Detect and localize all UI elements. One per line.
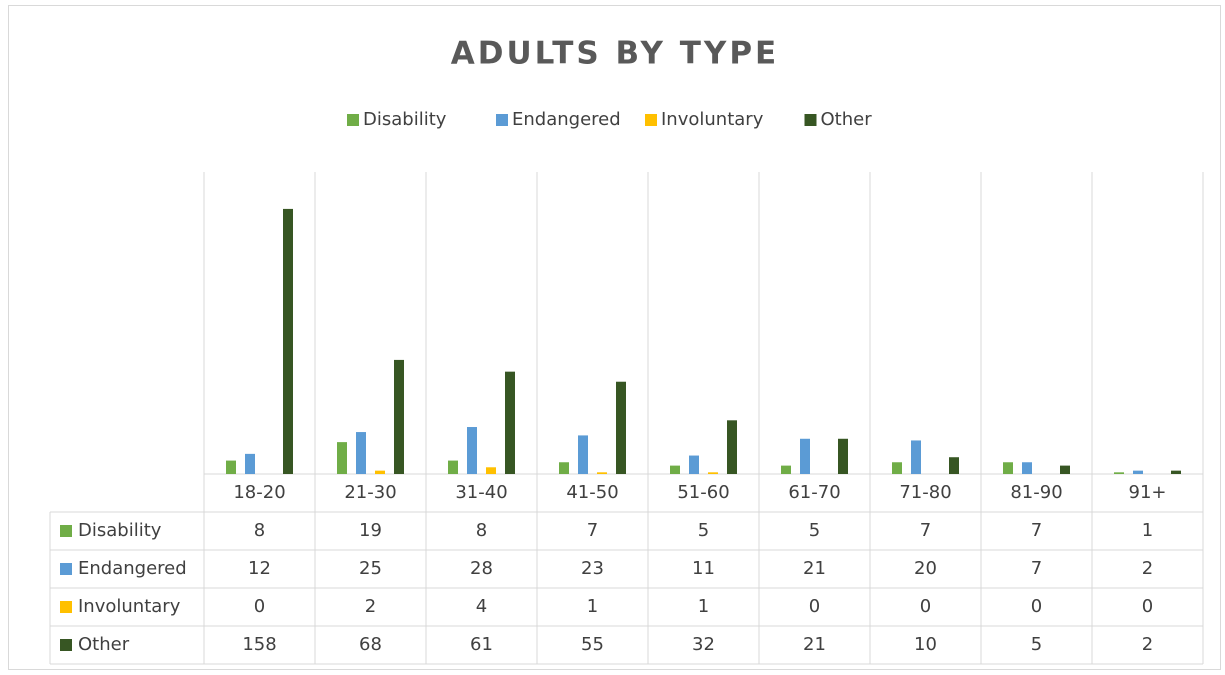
- x-tick-label: 71-80: [899, 482, 951, 503]
- table-value: 1: [587, 596, 598, 617]
- table-value: 23: [581, 558, 604, 579]
- table-value: 5: [809, 520, 820, 541]
- bar: [616, 381, 626, 474]
- x-tick-label: 31-40: [455, 482, 507, 503]
- bar: [670, 465, 680, 474]
- table-legend-key: [60, 601, 72, 613]
- table-value: 7: [587, 520, 598, 541]
- legend-swatch: [645, 114, 657, 126]
- bar: [1003, 462, 1013, 474]
- table-value: 7: [920, 520, 931, 541]
- table-value: 10: [914, 634, 937, 655]
- table-value: 5: [1031, 634, 1042, 655]
- bar: [337, 442, 347, 474]
- x-tick-label: 41-50: [566, 482, 618, 503]
- table-legend-key: [60, 639, 72, 651]
- table-value: 61: [470, 634, 493, 655]
- table-value: 2: [1142, 558, 1153, 579]
- table-value: 1: [698, 596, 709, 617]
- bar: [689, 455, 699, 474]
- bar: [283, 208, 293, 474]
- bar: [800, 438, 810, 474]
- table-value: 4: [476, 596, 487, 617]
- bar: [467, 427, 477, 474]
- bar: [245, 453, 255, 474]
- bar: [578, 435, 588, 474]
- table-value: 0: [1031, 596, 1042, 617]
- bar: [892, 462, 902, 474]
- chart-title: ADULTS BY TYPE: [451, 36, 779, 72]
- legend-label: Endangered: [512, 109, 621, 130]
- bar: [949, 457, 959, 474]
- chart-frame: [8, 5, 1221, 670]
- table-series-label: Other: [78, 634, 130, 655]
- legend-label: Other: [821, 109, 873, 130]
- table-value: 0: [920, 596, 931, 617]
- x-tick-label: 61-70: [788, 482, 840, 503]
- table-value: 7: [1031, 520, 1042, 541]
- table-value: 25: [359, 558, 382, 579]
- bar: [448, 460, 458, 474]
- legend-label: Involuntary: [661, 109, 764, 130]
- bar: [394, 359, 404, 474]
- bar: [708, 472, 718, 474]
- bar: [486, 467, 496, 474]
- table-value: 0: [809, 596, 820, 617]
- table-value: 5: [698, 520, 709, 541]
- table-value: 21: [803, 634, 826, 655]
- legend-swatch: [804, 114, 817, 126]
- bar: [375, 470, 385, 474]
- table-value: 8: [476, 520, 487, 541]
- bar: [781, 465, 791, 474]
- x-tick-label: 51-60: [677, 482, 729, 503]
- table-value: 28: [470, 558, 493, 579]
- table-value: 20: [914, 558, 937, 579]
- legend-swatch: [496, 114, 508, 126]
- table-value: 21: [803, 558, 826, 579]
- bar: [911, 440, 921, 474]
- bar: [727, 420, 737, 474]
- table-series-label: Involuntary: [78, 596, 181, 617]
- table-legend-key: [60, 563, 72, 575]
- table-legend-key: [60, 525, 72, 537]
- legend-swatch: [347, 114, 359, 126]
- bar: [559, 462, 569, 474]
- x-tick-label: 21-30: [344, 482, 396, 503]
- bar: [1133, 470, 1143, 474]
- bar: [505, 371, 515, 474]
- bar: [1171, 470, 1181, 474]
- x-tick-label: 81-90: [1010, 482, 1062, 503]
- bar: [226, 460, 236, 474]
- table-value: 68: [359, 634, 382, 655]
- x-tick-label: 18-20: [233, 482, 285, 503]
- table-value: 8: [254, 520, 265, 541]
- table-series-label: Endangered: [78, 558, 187, 579]
- bar: [1060, 465, 1070, 474]
- table-value: 32: [692, 634, 715, 655]
- table-value: 7: [1031, 558, 1042, 579]
- x-tick-label: 91+: [1129, 482, 1167, 503]
- bar: [838, 438, 848, 474]
- table-value: 158: [242, 634, 276, 655]
- bar: [1022, 462, 1032, 474]
- bar: [597, 472, 607, 474]
- table-series-label: Disability: [78, 520, 162, 541]
- table-value: 2: [365, 596, 376, 617]
- table-value: 55: [581, 634, 604, 655]
- table-value: 12: [248, 558, 271, 579]
- table-value: 0: [1142, 596, 1153, 617]
- bar: [356, 432, 366, 474]
- bar: [1114, 472, 1124, 474]
- table-value: 1: [1142, 520, 1153, 541]
- table-value: 19: [359, 520, 382, 541]
- table-value: 11: [692, 558, 715, 579]
- table-value: 2: [1142, 634, 1153, 655]
- legend-label: Disability: [363, 109, 447, 130]
- table-value: 0: [254, 596, 265, 617]
